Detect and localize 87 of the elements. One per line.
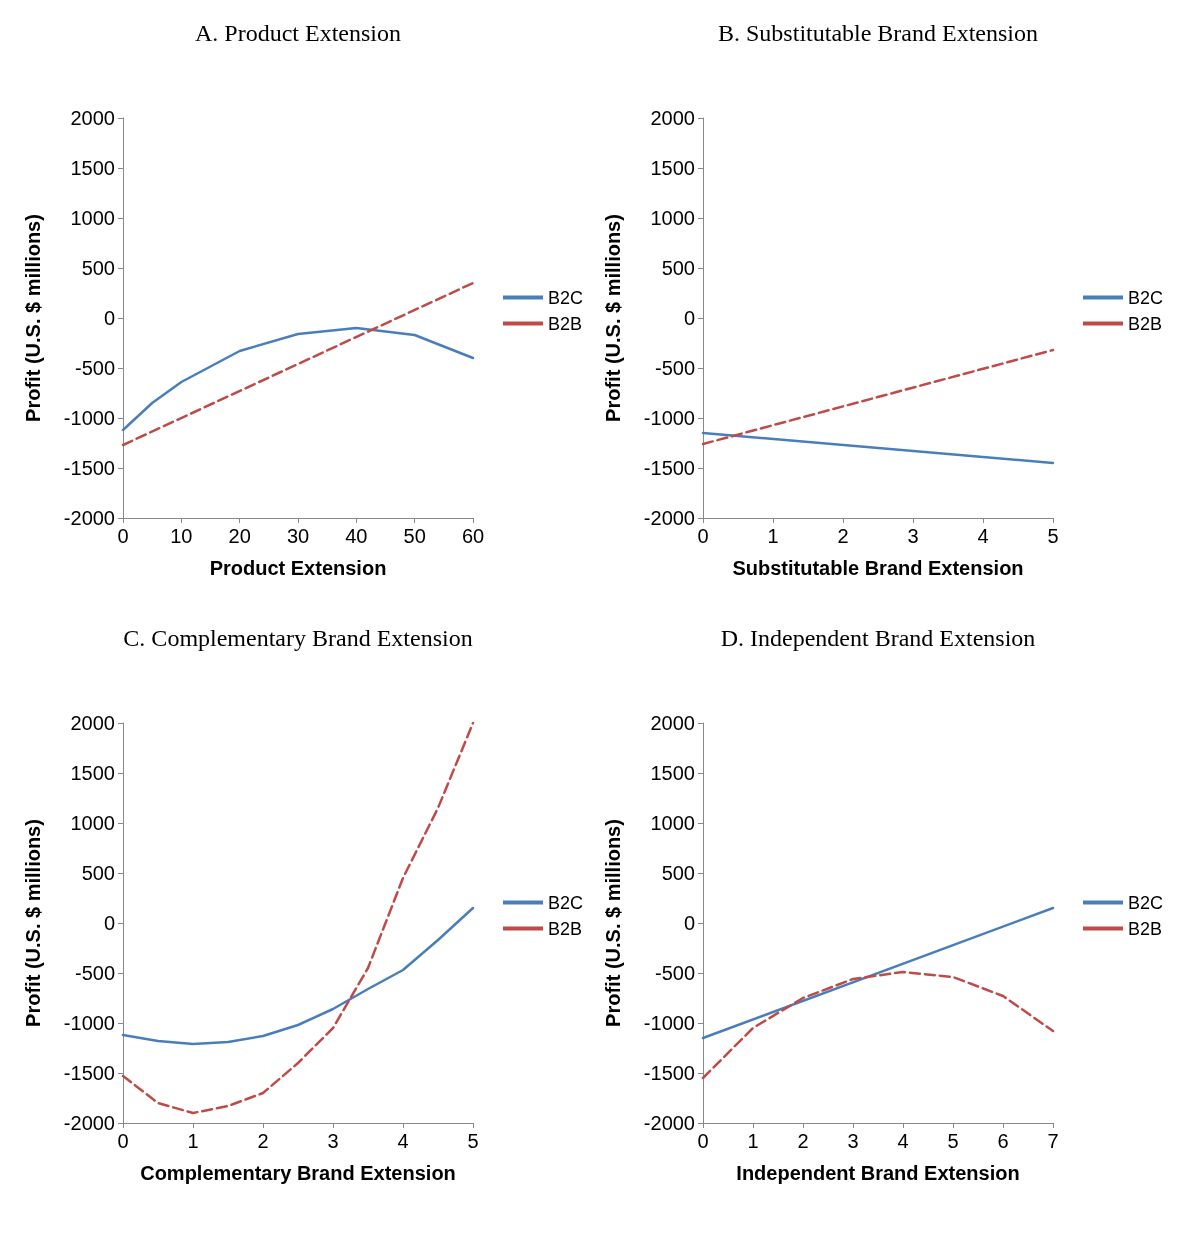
y-tick-label: -1000 <box>63 1012 115 1034</box>
chart-title: B. Substitutable Brand Extension <box>718 20 1038 46</box>
y-tick-label: -1500 <box>63 1062 115 1084</box>
legend-label: B2C <box>547 287 583 308</box>
legend-label: B2B <box>1127 918 1163 939</box>
legend-label: B2C <box>1127 892 1163 913</box>
y-axis-title: Profit (U.S. $ millions) <box>22 214 44 422</box>
y-tick-label: -1000 <box>63 407 115 429</box>
x-tick-label: 40 <box>345 525 368 547</box>
y-tick-label: 0 <box>683 307 695 329</box>
y-tick-label: 1000 <box>70 812 115 834</box>
y-tick-label: -1500 <box>643 457 695 479</box>
x-tick-label: 6 <box>997 1130 1009 1152</box>
x-axis-title: Independent Brand Extension <box>736 1162 1020 1184</box>
x-tick-label: 20 <box>228 525 251 547</box>
y-tick-label: 500 <box>661 862 695 884</box>
y-tick-label: 2000 <box>70 712 115 734</box>
x-tick-label: 1 <box>767 525 779 547</box>
y-tick-label: -2000 <box>643 1112 695 1134</box>
y-tick-label: -500 <box>654 962 695 984</box>
y-axis-title: Profit (U.S. $ millions) <box>22 819 44 1027</box>
x-tick-label: 30 <box>286 525 310 547</box>
x-tick-label: 10 <box>170 525 193 547</box>
legend-label: B2C <box>1127 287 1163 308</box>
y-tick-label: -1000 <box>643 407 695 429</box>
x-tick-label: 1 <box>747 1130 759 1152</box>
x-tick-label: 0 <box>117 525 129 547</box>
x-tick-label: 4 <box>897 1130 909 1152</box>
x-tick-label: 3 <box>907 525 919 547</box>
chart-title: A. Product Extension <box>195 20 401 46</box>
x-tick-label: 4 <box>977 525 989 547</box>
y-tick-label: 500 <box>81 257 115 279</box>
y-tick-label: -1000 <box>643 1012 695 1034</box>
y-tick-label: 1500 <box>650 157 695 179</box>
y-tick-label: -2000 <box>63 507 115 529</box>
y-tick-label: 1000 <box>650 207 695 229</box>
x-tick-label: 0 <box>117 1130 129 1152</box>
y-tick-label: 1500 <box>650 762 695 784</box>
y-tick-label: 2000 <box>650 712 695 734</box>
legend-label: B2B <box>547 918 583 939</box>
x-tick-label: 3 <box>847 1130 859 1152</box>
x-tick-label: 0 <box>697 1130 709 1152</box>
y-tick-label: -500 <box>74 357 115 379</box>
line-series <box>121 906 475 1046</box>
x-tick-label: 5 <box>1047 525 1059 547</box>
legend-label: B2B <box>547 313 583 334</box>
y-tick-label: -500 <box>654 357 695 379</box>
y-tick-label: 0 <box>683 912 695 934</box>
x-tick-label: 5 <box>467 1130 479 1152</box>
line-series <box>701 970 1055 1080</box>
x-axis-title: Product Extension <box>209 557 387 579</box>
y-tick-label: -2000 <box>643 507 695 529</box>
y-axis-title: Profit (U.S. $ millions) <box>602 819 624 1027</box>
line-series <box>121 326 475 432</box>
chart-title: D. Independent Brand Extension <box>720 625 1036 651</box>
x-tick-label: 0 <box>697 525 709 547</box>
legend-label: B2B <box>1127 313 1163 334</box>
x-axis-title: Complementary Brand Extension <box>140 1162 456 1184</box>
x-axis-title: Substitutable Brand Extension <box>732 557 1024 579</box>
y-tick-label: 1500 <box>70 157 115 179</box>
y-tick-label: 500 <box>81 862 115 884</box>
line-series <box>121 721 475 1115</box>
y-tick-label: 1000 <box>650 812 695 834</box>
y-tick-label: -500 <box>74 962 115 984</box>
x-tick-label: 2 <box>797 1130 809 1152</box>
y-tick-label: 2000 <box>650 107 695 129</box>
x-tick-label: 60 <box>461 525 485 547</box>
y-tick-label: 0 <box>103 307 115 329</box>
y-tick-label: 0 <box>103 912 115 934</box>
y-axis-title: Profit (U.S. $ millions) <box>602 214 624 422</box>
y-tick-label: -2000 <box>63 1112 115 1134</box>
x-tick-label: 3 <box>327 1130 339 1152</box>
y-tick-label: 1000 <box>70 207 115 229</box>
y-tick-label: -1500 <box>63 457 115 479</box>
y-tick-label: 2000 <box>70 107 115 129</box>
legend-label: B2C <box>547 892 583 913</box>
x-tick-label: 5 <box>947 1130 959 1152</box>
x-tick-label: 2 <box>837 525 849 547</box>
x-tick-label: 1 <box>187 1130 199 1152</box>
y-tick-label: 500 <box>661 257 695 279</box>
x-tick-label: 7 <box>1047 1130 1059 1152</box>
chart-title: C. Complementary Brand Extension <box>123 625 473 651</box>
y-tick-label: 1500 <box>70 762 115 784</box>
x-tick-label: 4 <box>397 1130 409 1152</box>
x-tick-label: 2 <box>257 1130 269 1152</box>
y-tick-label: -1500 <box>643 1062 695 1084</box>
x-tick-label: 50 <box>403 525 426 547</box>
